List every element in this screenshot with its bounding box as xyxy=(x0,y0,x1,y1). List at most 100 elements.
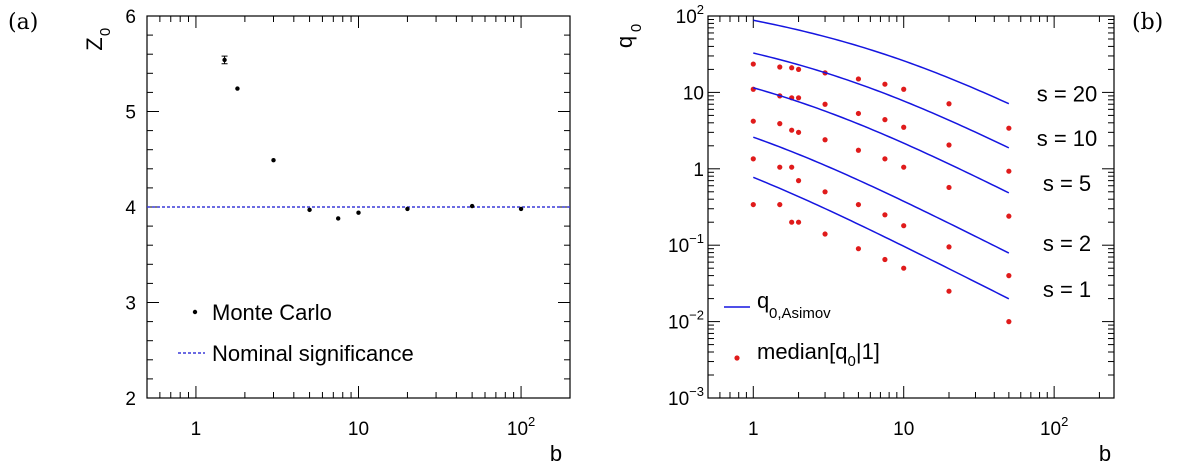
chart-b-xtick-label-2-base: 10 xyxy=(1040,419,1061,440)
median-point-s2 xyxy=(822,189,828,195)
chart-b-ytick-label-4: 10 xyxy=(683,83,704,104)
monte-carlo-point xyxy=(307,207,312,213)
chart-b-ylabel-sub: 0 xyxy=(628,24,645,32)
chart-a-xlabel: b xyxy=(550,441,562,466)
median-point-s20 xyxy=(946,101,952,107)
median-point-s20 xyxy=(750,61,756,67)
asimov-curve-s20 xyxy=(753,19,1010,105)
median-point-s10 xyxy=(901,124,907,130)
median-point-s5 xyxy=(855,147,862,153)
median-point-s1 xyxy=(855,246,862,252)
median-point-s10 xyxy=(882,117,888,123)
chart-a-ytick-label-0: 2 xyxy=(125,389,136,410)
chart-b-ytick-label-1-base: 10 xyxy=(668,313,689,334)
chart-b-xtick-label-2-exp: 2 xyxy=(1061,414,1068,429)
median-point-s2 xyxy=(795,178,802,184)
median-point-s1 xyxy=(822,231,828,237)
legend-median-label: median[q0|1] xyxy=(757,339,880,370)
series-label-s2: s = 2 xyxy=(1043,231,1091,256)
chart-b-ytick-label-3: 1 xyxy=(693,160,704,181)
chart-a-ylabel-sub: 0 xyxy=(97,28,114,36)
median-point-s5 xyxy=(1006,213,1012,219)
chart-a-xtick-label-2-exp: 2 xyxy=(528,414,535,429)
median-point-s1 xyxy=(1006,319,1012,325)
chart-a-ylabel-main: Z xyxy=(82,37,107,50)
series-label-s1: s = 1 xyxy=(1043,277,1091,302)
median-point-s20 xyxy=(789,65,795,71)
chart-a-ytick-label-4: 6 xyxy=(125,7,136,28)
chart-b-ytick-label-2: 10−1 xyxy=(668,231,704,257)
median-point-s20 xyxy=(777,64,783,70)
legend-monte-carlo-marker xyxy=(192,309,198,315)
median-point-s1 xyxy=(777,201,783,208)
median-point-s10 xyxy=(750,86,756,92)
chart-b-legend: q 0,Asimov median[q0|1] xyxy=(724,288,880,370)
median-point-s20 xyxy=(855,76,862,82)
median-point-s20 xyxy=(882,81,888,87)
median-point-s2 xyxy=(855,201,862,208)
asimov-curve-s5 xyxy=(753,87,1010,194)
median-point-s2 xyxy=(946,244,952,250)
chart-b-xlabel: b xyxy=(1099,441,1111,466)
legend-monte-carlo-label: Monte Carlo xyxy=(212,300,332,325)
chart-b-xtick-label-1: 10 xyxy=(893,419,914,440)
median-point-s5 xyxy=(795,129,802,135)
chart-b-ylabel-main: q xyxy=(612,36,637,48)
median-point-s1 xyxy=(750,201,756,208)
chart-b-ylabel: q 0 xyxy=(612,24,645,48)
median-point-s2 xyxy=(750,156,756,162)
median-point-s10 xyxy=(855,110,862,117)
legend-median-text: median[q xyxy=(757,339,848,364)
chart-b-xtick-label-0-base: 1 xyxy=(748,419,759,440)
median-point-s2 xyxy=(882,212,888,218)
asimov-curve-s2 xyxy=(753,136,1010,254)
monte-carlo-point xyxy=(335,216,341,221)
median-point-s1 xyxy=(882,256,888,263)
chart-b-ytick-label-2-exp: −1 xyxy=(689,231,704,246)
chart-b-ytick-label-0-exp: −3 xyxy=(689,384,704,399)
chart-a-xtick-label-0-base: 1 xyxy=(191,419,202,440)
median-point-s5 xyxy=(822,137,828,143)
median-point-s1 xyxy=(795,219,802,225)
chart-a-ytick-label-2: 4 xyxy=(125,198,136,219)
chart-b-ytick-label-5: 102 xyxy=(676,2,704,28)
chart-a-ylabel: Z 0 xyxy=(82,28,114,51)
median-point-s5 xyxy=(777,121,783,127)
panel-b-tag: (b) xyxy=(1132,10,1163,35)
series-label-s5: s = 5 xyxy=(1043,171,1091,196)
median-point-s20 xyxy=(795,66,802,73)
chart-a-data xyxy=(147,55,570,221)
chart-b-xtick-label-0: 1 xyxy=(748,419,759,440)
chart-a-legend: Monte Carlo Nominal significance xyxy=(178,300,414,366)
chart-b-data xyxy=(750,19,1012,325)
chart-b-ytick-label-0: 10−3 xyxy=(668,384,704,410)
chart-b-ytick-label-1: 10−2 xyxy=(668,308,704,334)
monte-carlo-point xyxy=(356,210,361,215)
chart-b-ytick-label-3-base: 1 xyxy=(693,160,704,181)
chart-a-ytick-label-1: 3 xyxy=(125,294,136,315)
chart-a-ytick-label-3: 5 xyxy=(125,103,136,124)
median-point-s1 xyxy=(946,288,952,294)
median-point-s1 xyxy=(901,265,907,271)
chart-b-frame xyxy=(707,15,1115,399)
chart-a-xtick-label-1: 10 xyxy=(348,419,369,440)
legend-nominal-label: Nominal significance xyxy=(212,341,414,366)
median-point-s2 xyxy=(1006,273,1012,279)
chart-b-ytick-label-5-exp: 2 xyxy=(697,2,704,17)
chart-a-xtick-label-1-base: 10 xyxy=(348,419,369,440)
median-point-s2 xyxy=(777,164,783,170)
legend-median-marker xyxy=(734,355,740,361)
chart-b-ytick-label-4-base: 10 xyxy=(683,83,704,104)
chart-b-series-labels: s = 20 s = 10 s = 5 s = 2 s = 1 xyxy=(1037,82,1098,302)
chart-b-ytick-label-5-base: 10 xyxy=(676,7,697,28)
series-label-s10: s = 10 xyxy=(1037,126,1098,151)
chart-b-xtick-label-2: 102 xyxy=(1040,414,1068,440)
median-point-s10 xyxy=(1006,168,1012,174)
asimov-curve-s10 xyxy=(753,52,1010,149)
series-label-s20: s = 20 xyxy=(1037,82,1098,107)
median-point-s10 xyxy=(795,95,802,101)
monte-carlo-point xyxy=(222,57,227,63)
